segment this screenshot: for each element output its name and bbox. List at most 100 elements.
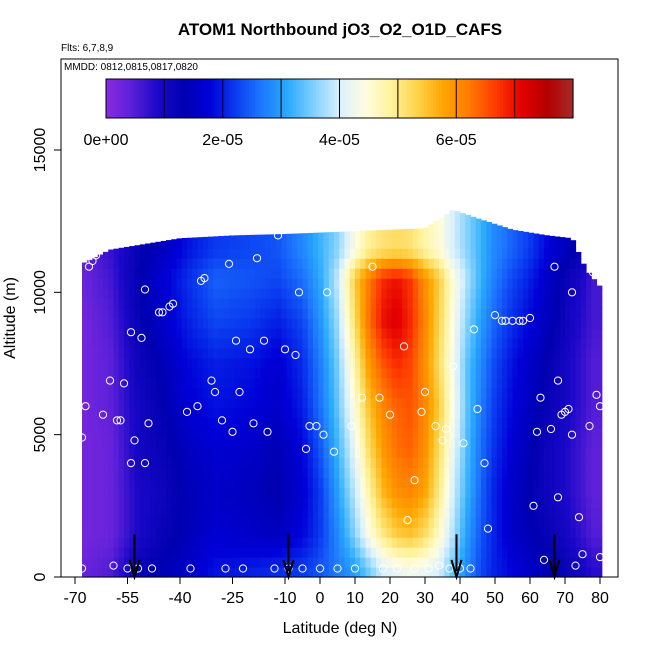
heatmap-cell [386,387,393,399]
heatmap-cell [391,477,398,488]
heatmap-cell [565,517,571,528]
heatmap-cell [397,337,403,349]
heatmap-cell [397,407,403,419]
colorbar-swatch [514,79,519,118]
heatmap-cell [108,477,115,488]
observation-point [448,362,458,371]
heatmap-cell [260,248,267,259]
heatmap-cell [544,288,550,299]
heatmap-cell [344,407,351,419]
heatmap-cell [244,497,251,508]
heatmap-cell [286,487,293,498]
heatmap-cell [129,487,136,498]
heatmap-cell [355,537,361,548]
heatmap-cell [591,307,598,319]
heatmap-cell [271,417,277,429]
colorbar-swatch [488,79,492,118]
observation-point [77,433,87,442]
heatmap-cell [292,337,298,349]
heatmap-cell [523,407,529,419]
observation-point [119,379,129,388]
heatmap-cell [470,457,477,468]
heatmap-cell [223,487,230,498]
heatmap-cell [402,547,409,558]
heatmap-cell [97,397,104,409]
heatmap-cell [402,367,409,379]
heatmap-cell [271,537,277,548]
heatmap-cell [465,268,472,279]
colorbar-swatch [249,79,253,118]
heatmap-cell [381,337,388,349]
heatmap-cell [250,387,256,399]
heatmap-cell [376,288,382,299]
heatmap-cell [570,537,577,548]
heatmap-cell [486,437,493,449]
heatmap-cell [292,387,298,399]
heatmap-cell [549,467,556,478]
heatmap-cell [234,278,241,289]
heatmap-cell [344,387,351,399]
heatmap-cell [486,467,493,478]
heatmap-cell [444,447,451,459]
heatmap-cell [118,547,125,558]
heatmap-cell [502,537,508,548]
heatmap-cell [407,347,414,359]
heatmap-cell [328,427,335,439]
heatmap-cell [381,229,388,239]
heatmap-cell [223,437,230,449]
heatmap-cell [565,387,571,399]
heatmap-cell [344,268,351,279]
heatmap-cell [481,507,487,518]
heatmap-cell [523,537,529,548]
heatmap-cell [407,457,414,468]
heatmap-cell [460,547,466,558]
heatmap-cell [507,427,514,439]
observation-point [595,553,605,562]
heatmap-cell [397,317,403,329]
heatmap-cell [334,387,340,399]
heatmap-cell [255,377,262,389]
heatmap-cell [486,397,493,409]
heatmap-cell [591,367,598,379]
heatmap-cell [92,417,99,429]
heatmap-cell [166,487,172,498]
heatmap-cell [82,347,88,359]
heatmap-cell [544,567,550,578]
colorbar-swatch [164,79,168,118]
heatmap-cell [124,487,130,498]
heatmap-cell [496,347,503,359]
heatmap-cell [313,357,319,369]
heatmap-cell [433,447,440,459]
colorbar-swatch [400,79,405,118]
heatmap-cell [470,417,477,429]
heatmap-cell [150,507,157,518]
heatmap-cell [239,298,246,309]
heatmap-cell [176,317,183,329]
heatmap-cell [108,288,115,299]
heatmap-cell [507,557,514,568]
heatmap-cell [360,248,367,259]
heatmap-cell [92,487,99,498]
heatmap-cell [150,517,157,528]
heatmap-cell [313,447,319,459]
heatmap-cell [596,427,603,439]
heatmap-cell [386,487,393,498]
heatmap-cell [386,367,393,379]
colorbar-swatch [263,79,268,118]
heatmap-cell [208,298,214,309]
heatmap-cell [428,288,435,299]
heatmap-cell [423,307,430,319]
heatmap-cell [454,507,461,518]
heatmap-cell [470,507,477,518]
heatmap-cell [570,248,577,259]
heatmap-cell [276,367,283,379]
heatmap-cell [454,218,461,229]
heatmap-cell [150,467,157,478]
heatmap-cell [376,298,382,309]
heatmap-cell [139,244,146,249]
heatmap-cell [166,258,172,269]
heatmap-cell [439,307,445,319]
heatmap-cell [376,477,382,488]
heatmap-cell [150,487,157,498]
colorbar-swatch [213,79,218,118]
